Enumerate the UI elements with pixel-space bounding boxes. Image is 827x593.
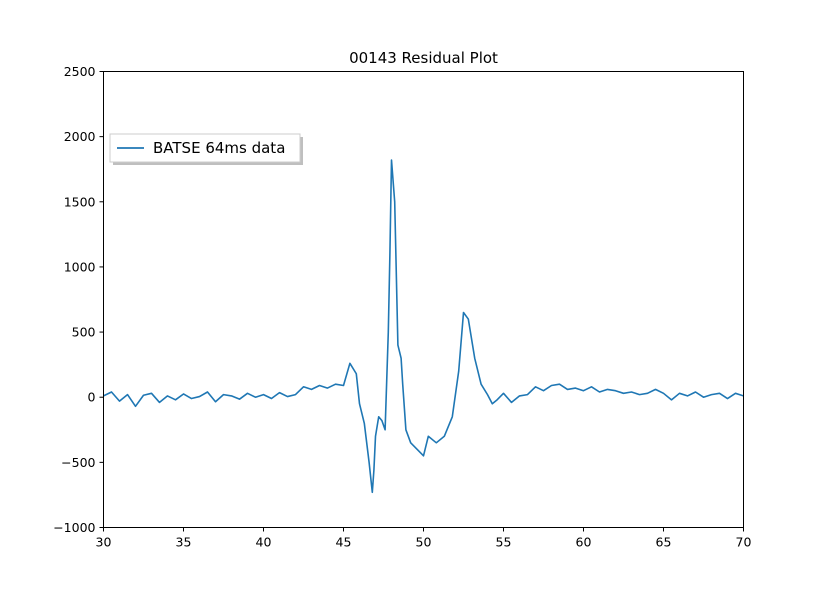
x-tick-label: 70 [736, 535, 752, 550]
y-tick-label: 1500 [64, 194, 96, 209]
y-axis-ticks: −1000 −500 0 500 1000 1500 2000 2500 [53, 64, 104, 535]
x-tick-label: 50 [416, 535, 432, 550]
x-tick-label: 55 [496, 535, 512, 550]
y-tick-label: 500 [72, 325, 96, 340]
legend-entry-label: BATSE 64ms data [153, 139, 285, 157]
x-tick-label: 60 [576, 535, 592, 550]
series-line-0 [103, 159, 744, 494]
x-axis-ticks: 30 35 40 45 50 55 60 65 70 [96, 527, 752, 550]
x-tick-label: 45 [336, 535, 352, 550]
y-tick-label: −500 [61, 455, 95, 470]
y-tick-label: 2500 [64, 64, 96, 79]
y-tick-label: 1000 [64, 259, 96, 274]
y-tick-label: −1000 [53, 520, 95, 535]
chart-title: 00143 Residual Plot [349, 49, 498, 67]
x-tick-label: 30 [96, 535, 112, 550]
plot-area [103, 159, 744, 494]
x-tick-label: 65 [656, 535, 672, 550]
legend: BATSE 64ms data [109, 133, 303, 165]
x-tick-label: 35 [176, 535, 192, 550]
y-tick-label: 2000 [64, 129, 96, 144]
y-tick-label: 0 [88, 390, 96, 405]
x-tick-label: 40 [256, 535, 272, 550]
